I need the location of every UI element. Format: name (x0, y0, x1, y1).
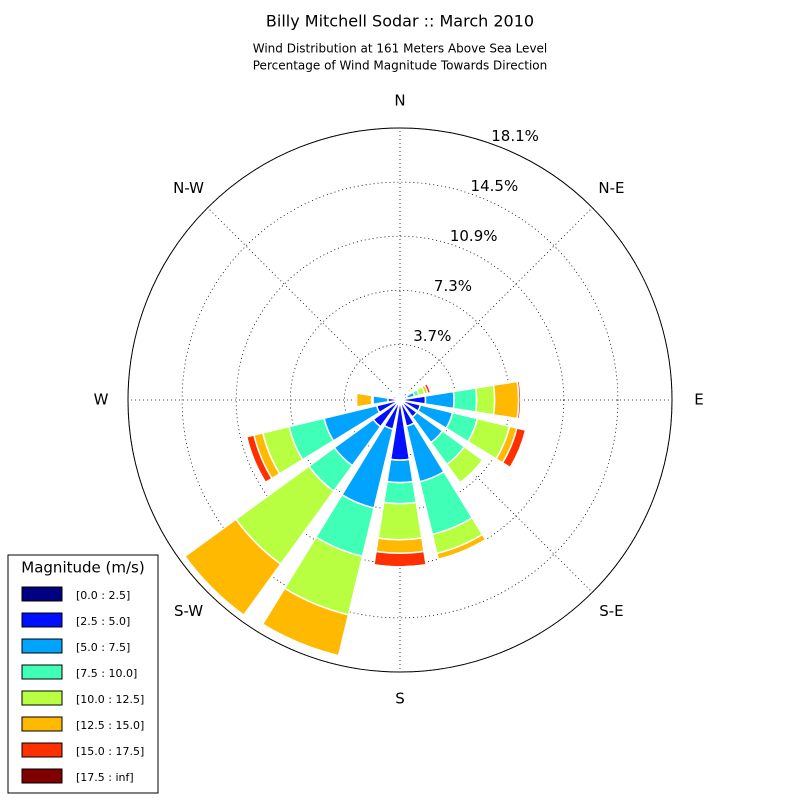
radial-label: 10.9% (450, 227, 498, 245)
radial-label: 3.7% (413, 327, 451, 345)
wind-bar (378, 502, 422, 539)
radial-label: 18.1% (491, 127, 539, 145)
wind-bar (494, 381, 519, 418)
chart-subtitle: Percentage of Wind Magnitude Towards Dir… (253, 59, 547, 73)
legend-swatch (22, 587, 62, 601)
wind-bar (387, 459, 413, 482)
legend-title: Magnitude (m/s) (21, 559, 144, 577)
angle-label: N (394, 92, 405, 110)
legend-label: [12.5 : 15.0] (76, 719, 144, 732)
radial-label: 14.5% (471, 177, 519, 195)
angle-label: S-E (599, 602, 623, 620)
angle-label: S (395, 690, 405, 708)
legend-swatch (22, 665, 62, 679)
legend-label: [7.5 : 10.0] (76, 667, 137, 680)
wind-bar (402, 392, 404, 393)
legend-swatch (22, 639, 62, 653)
wind-bar (453, 388, 476, 412)
radial-label: 7.3% (434, 277, 472, 295)
wind-bar (376, 538, 424, 553)
wind-bar (356, 393, 371, 407)
legend-label: [15.0 : 17.5] (76, 745, 144, 758)
legend-label: [2.5 : 5.0] (76, 615, 130, 628)
angle-label: E (694, 391, 703, 409)
angle-label: S-W (174, 602, 203, 620)
wind-bar (476, 385, 495, 415)
angle-label: W (94, 391, 109, 409)
wind-bar (373, 396, 388, 404)
legend-swatch (22, 769, 62, 783)
legend-label: [5.0 : 7.5] (76, 641, 130, 654)
wind-bar (384, 482, 416, 504)
legend-swatch (22, 717, 62, 731)
chart-title: Billy Mitchell Sodar :: March 2010 (266, 12, 534, 31)
legend-label: [17.5 : inf] (76, 771, 134, 784)
wind-bar (374, 551, 426, 566)
angle-label: N-W (173, 179, 204, 197)
chart-subtitle: Wind Distribution at 161 Meters Above Se… (253, 42, 548, 56)
legend-label: [0.0 : 2.5] (76, 589, 130, 602)
angle-label: N-E (598, 179, 624, 197)
wind-bar (396, 392, 398, 393)
legend-swatch (22, 613, 62, 627)
wind-bar (356, 393, 357, 407)
legend-swatch (22, 691, 62, 705)
legend-label: [10.0 : 12.5] (76, 693, 144, 706)
legend-swatch (22, 743, 62, 757)
